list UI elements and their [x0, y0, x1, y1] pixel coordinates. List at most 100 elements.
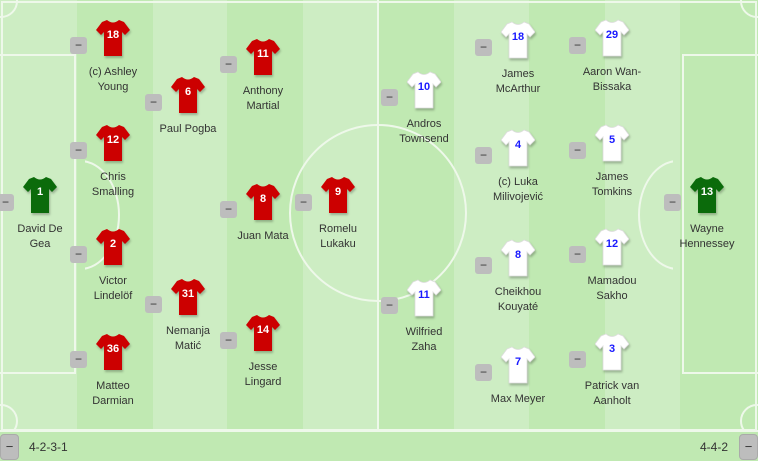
substitute-minus-button[interactable]: − [0, 194, 14, 211]
substitute-minus-button[interactable]: − [145, 296, 162, 313]
shirt-icon: 13 [690, 176, 724, 214]
substitute-minus-button[interactable]: − [475, 364, 492, 381]
player-name-line: Hennessey [679, 238, 735, 250]
player-name: David De Gea [0, 222, 85, 252]
player-name-line: Townsend [399, 133, 449, 145]
shirt-number: 29 [605, 29, 619, 41]
shirt-icon: 18 [96, 19, 130, 57]
player-name-line: McArthur [495, 83, 541, 95]
player-name: (c) Luka Milivojević [473, 175, 563, 205]
player-name: Wilfried Zaha [379, 325, 469, 355]
player-name: Mamadou Sakho [567, 274, 657, 304]
substitute-minus-button[interactable]: − [569, 37, 586, 54]
substitute-minus-button[interactable]: − [220, 56, 237, 73]
shirt-number: 7 [514, 356, 522, 368]
player-name: Anthony Martial [218, 84, 308, 114]
formation-bar: − 4-2-3-1 4-4-2 − [0, 430, 758, 461]
substitute-minus-button[interactable]: − [475, 39, 492, 56]
shirt-number: 31 [181, 288, 195, 300]
player-name-line: Wayne [690, 223, 724, 235]
substitute-minus-button[interactable]: − [70, 37, 87, 54]
substitute-minus-button[interactable]: − [70, 246, 87, 263]
shirt-number: 12 [605, 238, 619, 250]
player-name: Aaron Wan- Bissaka [567, 65, 657, 95]
shirt-number: 13 [700, 186, 714, 198]
substitute-minus-button[interactable]: − [475, 147, 492, 164]
shirt-number: 8 [259, 193, 267, 205]
substitute-minus-button[interactable]: − [569, 246, 586, 263]
player-name: Max Meyer [473, 392, 563, 407]
player-name-line: Juan Mata [237, 230, 289, 242]
shirt-icon: 9 [321, 176, 355, 214]
player-name-line: Patrick van [584, 380, 640, 392]
shirt-icon: 29 [594, 19, 630, 57]
player-name-line: Darmian [92, 395, 134, 407]
pitch-stripe [529, 0, 605, 430]
shirt-number: 5 [608, 134, 616, 146]
player-name-line: Paul Pogba [159, 123, 217, 135]
player-name-line: James [595, 171, 629, 183]
shirt-number: 6 [184, 86, 192, 98]
shirt-icon: 12 [96, 124, 130, 162]
shirt-icon: 31 [171, 278, 205, 316]
player-name-line: Sakho [596, 290, 628, 302]
substitute-minus-button[interactable]: − [70, 142, 87, 159]
player-name: Romelu Lukaku [293, 222, 383, 252]
substitute-minus-button[interactable]: − [475, 257, 492, 274]
shirt-number: 1 [36, 186, 44, 198]
pitch: − 1 David De Gea − 18 (c) Ashley Young − 12 … [0, 0, 758, 430]
player-name: (c) Ashley Young [68, 65, 158, 95]
player-name-line: Young [97, 81, 129, 93]
player-name-line: Lindelöf [93, 290, 133, 302]
shirt-icon: 3 [594, 333, 630, 371]
home-formation: 4-2-3-1 [29, 440, 68, 454]
player-name-line: Mamadou [587, 275, 637, 287]
substitute-minus-button[interactable]: − [381, 89, 398, 106]
shirt-icon: 1 [23, 176, 57, 214]
substitute-minus-button[interactable]: − [569, 142, 586, 159]
substitute-minus-button[interactable]: − [70, 351, 87, 368]
player-name-line: Tomkins [591, 186, 633, 198]
player-name-line: (c) Luka [498, 176, 538, 188]
player-name-line: Jesse [248, 361, 278, 373]
player-name: Andros Townsend [379, 117, 469, 147]
shirt-icon: 18 [500, 21, 536, 59]
shirt-icon: 8 [500, 239, 536, 277]
substitute-minus-button[interactable]: − [381, 297, 398, 314]
player-name: Juan Mata [218, 229, 308, 244]
substitute-minus-button[interactable]: − [569, 351, 586, 368]
substitute-minus-button[interactable]: − [220, 201, 237, 218]
substitute-minus-button[interactable]: − [220, 332, 237, 349]
player-name-line: Gea [29, 238, 51, 250]
player-name-line: Anthony [242, 85, 284, 97]
shirt-icon: 4 [500, 129, 536, 167]
shirt-number: 4 [514, 139, 522, 151]
player-name-line: Aaron Wan- [582, 66, 642, 78]
substitute-minus-button[interactable]: − [664, 194, 681, 211]
shirt-icon: 2 [96, 228, 130, 266]
right-penalty-box [682, 54, 758, 374]
shirt-icon: 12 [594, 228, 630, 266]
player-name-line: Andros [406, 118, 442, 130]
player-name-line: Bissaka [592, 81, 632, 93]
away-formation-minus-button[interactable]: − [739, 434, 758, 460]
substitute-minus-button[interactable]: − [295, 194, 312, 211]
player-name: Jesse Lingard [218, 360, 308, 390]
shirt-number: 12 [106, 134, 120, 146]
away-formation: 4-4-2 [699, 440, 728, 454]
substitute-minus-button[interactable]: − [145, 94, 162, 111]
left-penalty-box [0, 54, 76, 374]
pitch-stripe [680, 0, 758, 430]
home-formation-minus-button[interactable]: − [0, 434, 19, 460]
shirt-number: 18 [106, 29, 120, 41]
shirt-icon: 8 [246, 183, 280, 221]
shirt-number: 8 [514, 249, 522, 261]
player-name: Paul Pogba [143, 122, 233, 137]
shirt-icon: 14 [246, 314, 280, 352]
player-name-line: Cheikhou [494, 286, 542, 298]
player-name-line: Smalling [91, 186, 135, 198]
shirt-number: 3 [608, 343, 616, 355]
shirt-number: 2 [109, 238, 117, 250]
player-name: Victor Lindelöf [68, 274, 158, 304]
shirt-icon: 36 [96, 333, 130, 371]
